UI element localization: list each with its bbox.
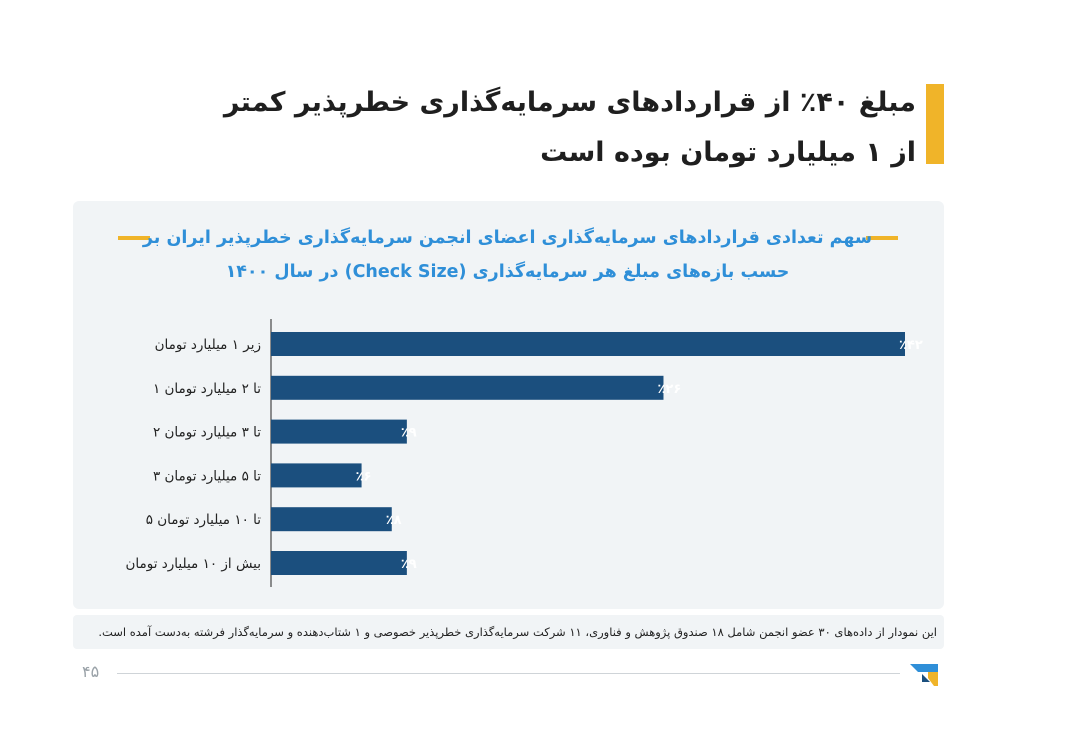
- category-label-2: ۱ تا ۲ میلیارد تومان: [153, 381, 261, 397]
- bar-value-label-5: ٪۸: [386, 513, 402, 528]
- footer-divider: [117, 673, 900, 674]
- category-label-1: زیر ۱ میلیارد تومان: [155, 337, 261, 353]
- bar-chart: ٪۴۲ زیر ۱ میلیارد تومان ٪۲۶ ۱ تا ۲ میلیارد …: [126, 319, 923, 587]
- page-number: ۴۵: [82, 662, 100, 681]
- bar-value-label-6: ٪۹: [401, 557, 417, 572]
- brand-logo-icon: [910, 664, 938, 686]
- chart-title-dash-left: [118, 236, 150, 240]
- bar-value-label-1: ٪۴۲: [899, 338, 923, 353]
- chart-card: [73, 201, 944, 609]
- bar-value-label-2: ٪۲۶: [657, 382, 681, 397]
- title-accent-bar: [926, 84, 944, 164]
- bar-5: [271, 507, 392, 532]
- page-title: مبلغ ۴۰٪ از قراردادهای سرمایه‌گذاری خطرپ…: [223, 87, 916, 168]
- bar-value-label-4: ٪۶: [356, 469, 372, 484]
- bar-3: [271, 419, 407, 444]
- category-label-6: بیش از ۱۰ میلیارد تومان: [126, 556, 262, 572]
- chart-title: سهم تعدادی قراردادهای سرمایه‌گذاری اعضای…: [142, 228, 873, 282]
- category-label-3: ۲ تا ۳ میلیارد تومان: [153, 425, 261, 441]
- bar-2: [271, 375, 664, 400]
- source-note: این نمودار از داده‌های ۳۰ عضو انجمن شامل…: [98, 625, 937, 639]
- category-label-4: ۳ تا ۵ میلیارد تومان: [153, 468, 261, 484]
- bar-4: [271, 463, 362, 488]
- bar-value-label-3: ٪۹: [401, 426, 417, 441]
- category-label-5: ۵ تا ۱۰ میلیارد تومان: [146, 512, 262, 528]
- source-note-box: [73, 615, 944, 649]
- bar-1: [271, 332, 905, 356]
- chart-title-dash-right: [866, 236, 898, 240]
- bar-6: [271, 551, 407, 575]
